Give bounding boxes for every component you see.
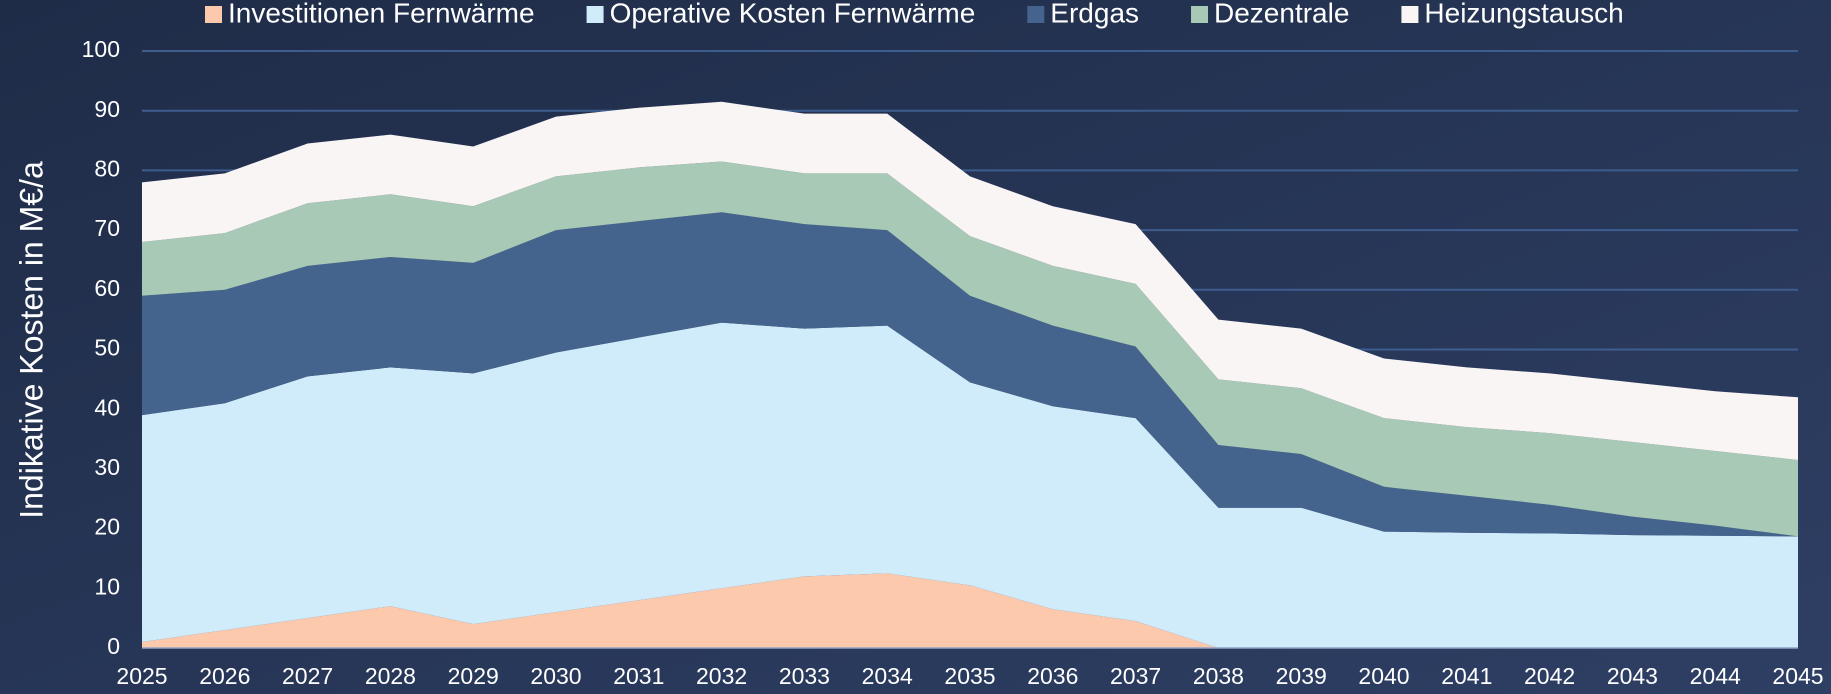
x-tick-label: 2037 xyxy=(1110,663,1161,689)
y-tick-label: 0 xyxy=(107,633,120,659)
area xyxy=(142,212,1798,537)
legend-label: Operative Kosten Fernwärme xyxy=(610,0,976,28)
legend-label: Investitionen Fernwärme xyxy=(228,0,535,28)
x-tick-label: 2034 xyxy=(862,663,913,689)
x-tick-label: 2041 xyxy=(1441,663,1492,689)
area xyxy=(142,322,1798,648)
area xyxy=(142,161,1798,537)
legend-swatch xyxy=(1027,6,1045,23)
x-tick-label: 2035 xyxy=(944,663,995,689)
y-axis-label: Indikative Kosten in M€/a xyxy=(13,161,49,519)
x-tick-label: 2031 xyxy=(613,663,664,689)
y-tick-label: 30 xyxy=(94,454,120,480)
x-tick-label: 2027 xyxy=(282,663,333,689)
y-tick-label: 90 xyxy=(94,96,120,122)
x-tick-label: 2039 xyxy=(1276,663,1327,689)
x-tick-label: 2044 xyxy=(1690,663,1741,689)
x-tick-label: 2028 xyxy=(365,663,416,689)
y-tick-label: 70 xyxy=(94,215,120,241)
area xyxy=(142,573,1798,648)
x-tick-label: 2040 xyxy=(1358,663,1409,689)
legend-label: Dezentrale xyxy=(1214,0,1349,28)
legend-label: Erdgas xyxy=(1050,0,1139,28)
y-tick-label: 50 xyxy=(94,335,120,361)
x-tick-label: 2033 xyxy=(779,663,830,689)
x-tick-label: 2032 xyxy=(696,663,747,689)
y-tick-label: 80 xyxy=(94,155,120,181)
y-tick-label: 60 xyxy=(94,275,120,301)
x-tick-label: 2029 xyxy=(448,663,499,689)
legend-swatch xyxy=(586,6,604,23)
x-tick-label: 2042 xyxy=(1524,663,1575,689)
legend-swatch xyxy=(1401,6,1419,23)
x-tick-label: 2038 xyxy=(1193,663,1244,689)
y-tick-label: 20 xyxy=(94,514,120,540)
x-tick-label: 2045 xyxy=(1772,663,1823,689)
y-tick-label: 100 xyxy=(82,36,120,62)
x-tick-label: 2026 xyxy=(199,663,250,689)
x-tick-label: 2043 xyxy=(1607,663,1658,689)
y-tick-label: 40 xyxy=(94,394,120,420)
legend-label: Heizungstausch xyxy=(1424,0,1623,28)
x-tick-label: 2036 xyxy=(1027,663,1078,689)
x-tick-label: 2025 xyxy=(116,663,167,689)
legend-swatch xyxy=(1191,6,1209,23)
x-tick-label: 2030 xyxy=(530,663,581,689)
legend-swatch xyxy=(205,6,222,23)
area xyxy=(142,101,1798,460)
y-tick-label: 10 xyxy=(94,573,120,599)
